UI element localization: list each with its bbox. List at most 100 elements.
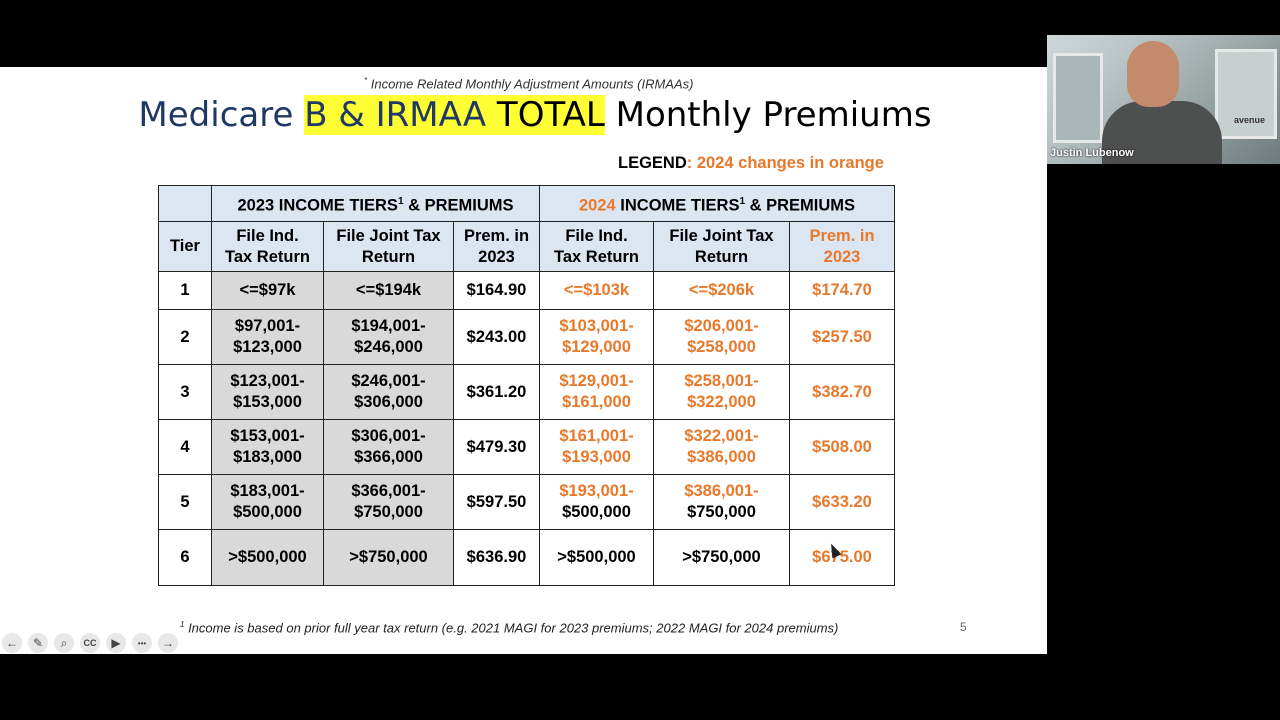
cell-tier: 6: [158, 529, 212, 586]
cell-text-line2: $153,000: [233, 393, 302, 411]
cell-text-line2: $123,000: [233, 338, 302, 356]
title-part1: Medicare: [138, 95, 305, 135]
legend: LEGEND: 2024 changes in orange: [618, 154, 884, 173]
participant-name: Justin Lubenow: [1050, 147, 1134, 159]
premiums-table: 2023 INCOME TIERS1 & PREMIUMS 2024 INCOM…: [158, 185, 895, 586]
group-2024-suffix: & PREMIUMS: [745, 196, 856, 215]
back-arrow-icon[interactable]: ←: [2, 633, 22, 653]
cell-text-line2: $386,000: [687, 448, 756, 466]
webcam-sign-text: avenue: [1234, 115, 1266, 125]
slide-title: Medicare B & IRMAA TOTAL Monthly Premium…: [0, 95, 1070, 135]
cell-prem-2024: $675.00: [789, 529, 895, 586]
cell-text-line2: $161,000: [562, 393, 631, 411]
group-header-2024: 2024 INCOME TIERS1 & PREMIUMS: [539, 185, 895, 222]
cell-text-line2: $129,000: [562, 338, 631, 356]
cell-joint-2024: $206,001- $258,000: [653, 309, 790, 365]
cell-ind-2023: $183,001- $500,000: [211, 474, 324, 530]
group-2023-suffix: & PREMIUMS: [403, 196, 514, 215]
col-joint-2024-line1: File Joint Tax: [669, 226, 774, 245]
cell-text-line2: $193,000: [562, 448, 631, 466]
col-header-prem-2023: Prem. in 2023: [453, 221, 540, 272]
cell-text-line1: $306,001-: [351, 427, 426, 445]
cell-prem-2024: $508.00: [789, 419, 895, 475]
irmaa-note-mark: *: [364, 76, 368, 85]
col-prem-2023-line2: 2023: [478, 247, 515, 266]
cell-ind-2023: $123,001- $153,000: [211, 364, 324, 420]
cell-prem-2024: $633.20: [789, 474, 895, 530]
col-header-tier: Tier: [158, 221, 212, 272]
col-header-joint-2023: File Joint Tax Return: [323, 221, 454, 272]
cell-ind-2024: $193,001- $500,000: [539, 474, 654, 530]
cell-text-line1: $129,001-: [559, 372, 634, 390]
cell-ind-2023: $153,001- $183,000: [211, 419, 324, 475]
closed-caption-icon[interactable]: CC: [80, 633, 100, 653]
cell-ind-2023: $97,001- $123,000: [211, 309, 324, 365]
cell-text-line2: $183,000: [233, 448, 302, 466]
group-2023-text: 2023 INCOME TIERS: [237, 196, 398, 215]
cell-text: >$750,000: [349, 548, 428, 566]
cell-text: >$500,000: [557, 548, 636, 566]
cell-text: <=$194k: [355, 281, 422, 299]
cell-joint-2023: $306,001- $366,000: [323, 419, 454, 475]
cell-text-line2: $500,000: [233, 503, 302, 521]
cell-text-line1: $206,001-: [684, 317, 759, 335]
webcam-video-tile[interactable]: avenue Justin Lubenow: [1047, 35, 1280, 164]
cell-joint-2024: >$750,000: [653, 529, 790, 586]
cell-ind-2023: <=$97k: [211, 271, 324, 310]
cell-text-line1: $322,001-: [684, 427, 759, 445]
zoom-icon[interactable]: ⌕: [54, 633, 74, 653]
video-icon[interactable]: ▶: [106, 633, 126, 653]
cell-joint-2024: $322,001- $386,000: [653, 419, 790, 475]
group-2024-sup: 1: [739, 195, 746, 207]
col-prem-2023-line1: Prem. in: [463, 226, 530, 245]
cell-text-line1: $123,001-: [230, 372, 305, 390]
cell-prem-2023: $361.20: [453, 364, 540, 420]
cell-text-line2: $750,000: [354, 503, 423, 521]
cell-text-line1: $193,001-: [559, 482, 634, 500]
title-part2: Monthly Premiums: [604, 95, 932, 135]
cell-joint-2023: $366,001- $750,000: [323, 474, 454, 530]
cell-text-line1: $103,001-: [559, 317, 634, 335]
legend-label: LEGEND: [618, 154, 687, 172]
col-ind-2024-line2: Tax Return: [554, 247, 639, 266]
cell-joint-2023: >$750,000: [323, 529, 454, 586]
cell-text-line2: $366,000: [354, 448, 423, 466]
footnote: 1 Income is based on prior full year tax…: [180, 620, 838, 635]
col-joint-2023-line1: File Joint Tax: [336, 226, 441, 245]
footnote-text: Income is based on prior full year tax r…: [184, 620, 839, 636]
slideshow-toolbar: ← ✎ ⌕ CC ▶ ••• →: [2, 633, 178, 653]
cell-tier: 2: [158, 309, 212, 365]
cell-text-line1: $153,001-: [230, 427, 305, 445]
col-header-prem-2024: Prem. in 2023: [789, 221, 895, 272]
col-prem-2024-line2: 2023: [823, 247, 861, 266]
cell-text-line2: $306,000: [354, 393, 423, 411]
cell-text-line1: $258,001-: [684, 372, 759, 390]
title-space: [486, 95, 497, 135]
group-header-2023: 2023 INCOME TIERS1 & PREMIUMS: [211, 185, 540, 222]
table-row: 3 $123,001- $153,000 $246,001- $306,000 $3…: [158, 364, 895, 420]
cell-joint-2023: <=$194k: [323, 271, 454, 310]
forward-arrow-icon[interactable]: →: [158, 633, 178, 653]
more-icon[interactable]: •••: [132, 633, 152, 653]
webcam-background-window: [1215, 49, 1277, 139]
cell-prem-2023: $164.90: [453, 271, 540, 310]
cell-text-line2: $500,000: [562, 503, 631, 521]
col-header-joint-2024: File Joint Tax Return: [653, 221, 790, 272]
col-prem-2024-line1: Prem. in: [809, 226, 875, 245]
col-header-ind-2024: File Ind. Tax Return: [539, 221, 654, 272]
cell-joint-2024: $258,001- $322,000: [653, 364, 790, 420]
cell-text-line2: $246,000: [354, 338, 423, 356]
cell-text-line1: $161,001-: [559, 427, 634, 445]
cell-tier: 5: [158, 474, 212, 530]
table-row: 4 $153,001- $183,000 $306,001- $366,000 $4…: [158, 419, 895, 475]
cell-prem-2024: $257.50: [789, 309, 895, 365]
cell-text-line2: $322,000: [687, 393, 756, 411]
title-highlight: B & IRMAA: [304, 95, 487, 135]
cell-text-line1: $366,001-: [351, 482, 426, 500]
footnote-mark: 1: [180, 620, 185, 629]
cell-text-line2: $258,000: [687, 338, 756, 356]
cell-text-line1: $246,001-: [351, 372, 426, 390]
cell-ind-2024: <=$103k: [539, 271, 654, 310]
pen-icon[interactable]: ✎: [28, 633, 48, 653]
table-row: 2 $97,001- $123,000 $194,001- $246,000 $24…: [158, 309, 895, 365]
